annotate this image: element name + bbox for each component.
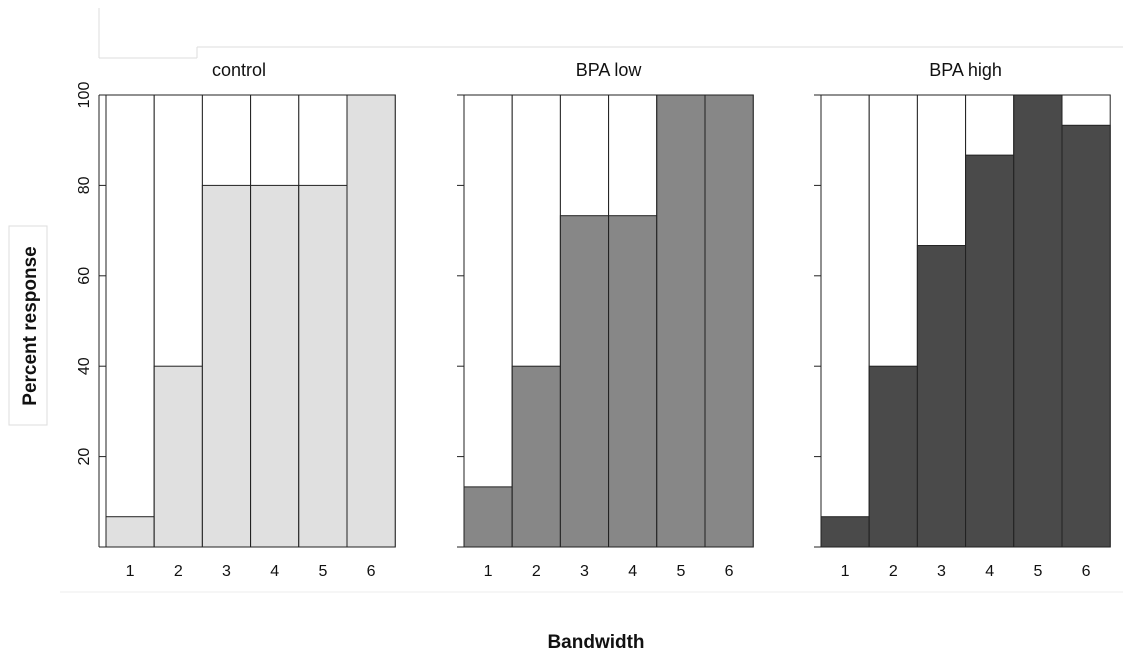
x-tick-label: 5 <box>318 563 327 580</box>
bar <box>916 245 967 548</box>
bar <box>608 215 658 548</box>
bar <box>965 154 1015 548</box>
panels-group: control 1 2 3 4 5 6 BPA low 1 2 3 4 5 6 BPA high 1 2 3 4 5 6 <box>99 60 1111 580</box>
x-tick-label: 3 <box>937 563 946 580</box>
x-tick-label: 4 <box>628 563 637 580</box>
x-tick-label: 3 <box>222 563 231 580</box>
bar-background <box>105 94 155 548</box>
x-tick-label: 5 <box>676 563 685 580</box>
bar <box>346 94 396 548</box>
bar <box>559 215 610 548</box>
bar-background <box>463 94 513 548</box>
x-tick-label: 1 <box>126 563 135 580</box>
x-tick-label: 1 <box>484 563 493 580</box>
bar <box>511 365 561 548</box>
x-tick-label: 3 <box>580 563 589 580</box>
x-tick-label: 2 <box>532 563 541 580</box>
x-tick-label: 6 <box>725 563 734 580</box>
bar <box>656 94 706 548</box>
bar <box>105 516 155 548</box>
bar-background <box>820 94 870 548</box>
y-tick-label: 20 <box>76 448 93 466</box>
bar <box>201 184 252 548</box>
x-tick-label: 2 <box>889 563 898 580</box>
panel-title: BPA low <box>576 60 643 80</box>
y-tick-label: 80 <box>76 176 93 194</box>
x-axis-label: Bandwidth <box>547 632 644 652</box>
bar <box>868 365 918 548</box>
bar <box>1013 94 1063 548</box>
x-tick-label: 2 <box>174 563 183 580</box>
y-tick-label: 40 <box>76 357 93 375</box>
y-axis: 20 40 60 80 100 <box>76 82 100 547</box>
x-tick-label: 4 <box>270 563 279 580</box>
bar <box>153 365 203 548</box>
bar <box>298 184 348 548</box>
x-tick-label: 6 <box>1082 563 1091 580</box>
x-tick-label: 1 <box>841 563 850 580</box>
panel-title: BPA high <box>929 60 1002 80</box>
y-tick-label: 100 <box>76 82 93 109</box>
bar <box>1061 124 1111 548</box>
bar <box>463 486 513 548</box>
y-axis-label: Percent response <box>20 246 41 405</box>
panel-1: BPA low 1 2 3 4 5 6 <box>457 60 754 580</box>
x-tick-label: 4 <box>985 563 994 580</box>
x-tick-label: 5 <box>1033 563 1042 580</box>
bar <box>250 184 300 548</box>
bar <box>704 94 754 548</box>
panel-2: BPA high 1 2 3 4 5 6 <box>814 60 1111 580</box>
panel-0: control 1 2 3 4 5 6 <box>99 60 396 580</box>
ylabel-box <box>8 225 48 426</box>
bar <box>820 516 870 548</box>
x-tick-label: 6 <box>367 563 376 580</box>
y-tick-label: 60 <box>76 267 93 285</box>
panel-title: control <box>212 60 266 80</box>
